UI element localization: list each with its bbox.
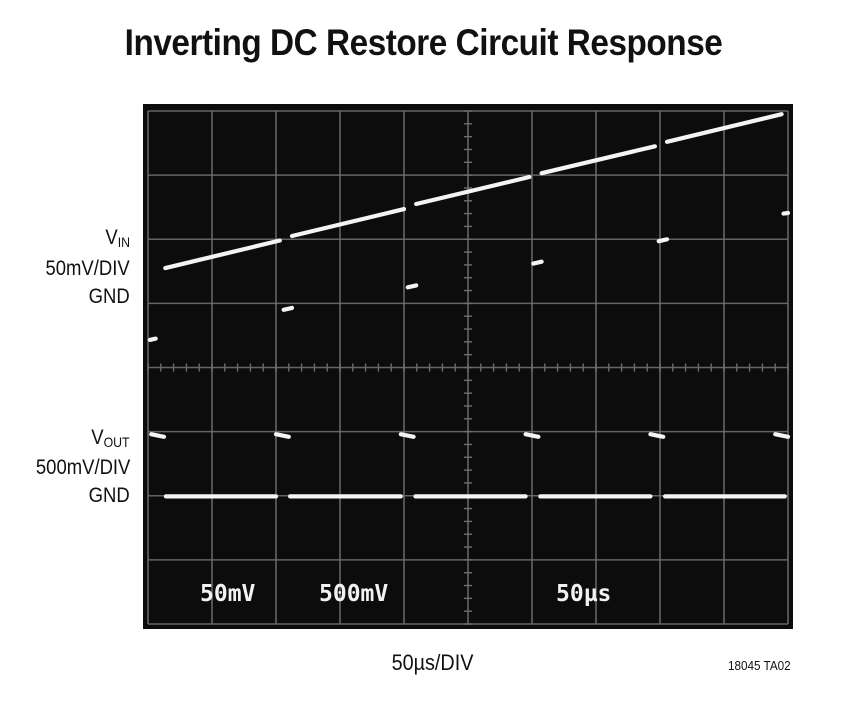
vout-label-sub: OUT [103, 434, 130, 450]
vin-label-sub: IN [117, 234, 130, 250]
scope-readout: 50mV [200, 581, 256, 607]
x-axis-label: 50µs/DIV [391, 650, 474, 675]
vout-label: VOUT [92, 426, 130, 454]
vout-trace-segment [648, 432, 666, 439]
vin-label: VIN [105, 226, 130, 254]
vin-trace-segment [781, 210, 791, 216]
vin-trace-segment [539, 144, 657, 176]
scope-readout: 500mV [319, 581, 388, 607]
vin-trace-segment [414, 174, 532, 207]
vout-trace-segment [398, 432, 416, 439]
vout-trace-segment [273, 432, 291, 439]
scope-readout: 50µs [556, 581, 611, 607]
vout-scale-label: 500mV/DIV [35, 456, 130, 479]
page-title: Inverting DC Restore Circuit Response [124, 22, 723, 63]
vout-trace-segment [773, 432, 791, 439]
vin-scale-label: 50mV/DIV [45, 257, 130, 280]
vout-trace-segment [149, 432, 167, 439]
vin-trace-segment [147, 336, 158, 342]
vin-label-name: V [105, 226, 118, 249]
vout-trace-segment [523, 432, 541, 439]
vin-trace-segment [281, 305, 295, 312]
figure-reference: 18045 TA02 [728, 658, 791, 673]
vin-trace-segment [664, 112, 784, 144]
vout-gnd-label: GND [88, 484, 130, 507]
vin-trace-segment [405, 283, 419, 290]
vin-trace-segment [163, 238, 282, 271]
vin-trace-segment [531, 259, 544, 266]
vin-trace-segment [656, 237, 670, 244]
vin-trace-segment [289, 206, 407, 239]
vout-label-name: V [91, 426, 104, 449]
oscilloscope-screen: 50mV 500mV 50µs [143, 104, 793, 629]
vin-gnd-label: GND [88, 285, 130, 308]
